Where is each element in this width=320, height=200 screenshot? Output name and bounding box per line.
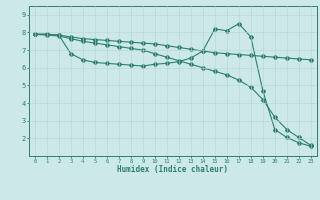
X-axis label: Humidex (Indice chaleur): Humidex (Indice chaleur) [117, 165, 228, 174]
